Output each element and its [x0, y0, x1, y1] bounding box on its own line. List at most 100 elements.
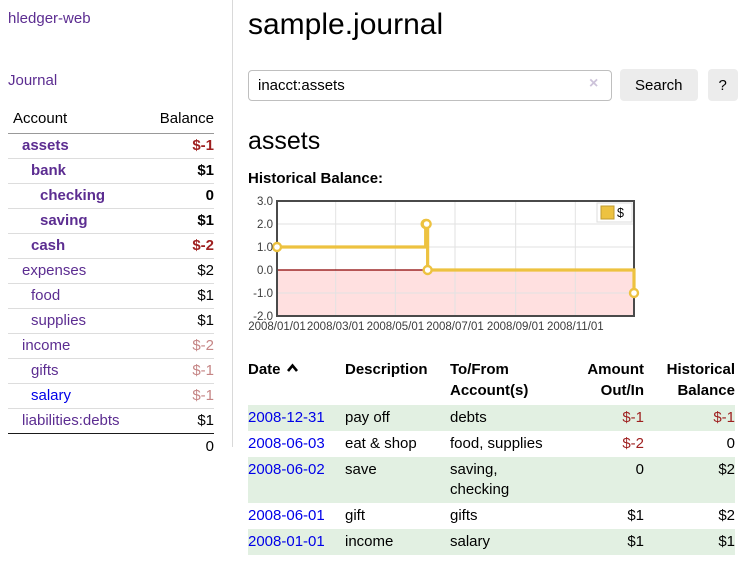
sidebar-account-balance: $1	[197, 162, 214, 179]
account-heading: assets	[248, 127, 321, 155]
transaction-date-cell: 2008-06-02	[248, 457, 345, 503]
account-column-header: Account	[13, 110, 68, 127]
sidebar-account-row: bank $1	[8, 159, 214, 184]
table-row: 2008-06-03 eat & shop food, supplies $-2 0	[248, 431, 735, 457]
sidebar-account-balance: $1	[197, 412, 214, 429]
x-axis-tick-label: 2008/01/01	[248, 321, 306, 333]
transaction-balance-cell: $2	[718, 507, 735, 524]
transaction-accounts-cell: saving, checking	[450, 461, 510, 498]
data-point-marker	[422, 264, 433, 276]
transaction-balance-cell: $-1	[713, 409, 735, 426]
x-axis-tick-label: 2008/07/01	[426, 321, 484, 333]
legend-swatch	[600, 205, 615, 220]
sidebar-account-row: gifts $-1	[8, 359, 214, 384]
transaction-description-cell: income	[345, 533, 394, 550]
sidebar-account-balance: $-1	[192, 137, 214, 154]
y-axis-tick-label: 1.0	[257, 242, 273, 254]
sidebar-account-link[interactable]: expenses	[22, 262, 87, 279]
balance-column-header: Balance	[159, 110, 214, 127]
search-button[interactable]: Search	[620, 69, 698, 101]
search-input[interactable]	[248, 69, 612, 101]
x-axis-tick-label: 2008/03/01	[307, 321, 365, 333]
transaction-amount-cell: $1	[627, 533, 644, 550]
sidebar-account-link[interactable]: bank	[31, 162, 67, 179]
sidebar-account-row: assets $-1	[8, 134, 214, 159]
sort-ascending-icon	[286, 363, 298, 372]
clear-search-icon[interactable]: ×	[589, 75, 599, 92]
sidebar-account-link[interactable]: salary	[31, 387, 72, 404]
transaction-date-cell: 2008-12-31	[248, 405, 345, 431]
transaction-accounts-cell: gifts	[450, 507, 478, 524]
transaction-accounts-cell: debts	[450, 409, 487, 426]
transaction-accounts-cell: salary	[450, 533, 491, 550]
transaction-date-cell: 2008-01-01	[248, 529, 345, 555]
sidebar-account-balance: $-2	[192, 337, 214, 354]
transaction-accounts-cell: food, supplies	[450, 435, 543, 452]
app-title-link[interactable]: hledger-web	[8, 10, 91, 27]
y-axis-tick-label: -1.0	[253, 288, 273, 300]
table-row: 2008-12-31 pay off debts $-1 $-1	[248, 405, 735, 431]
accounts-rows: assets $-1 bank $1 checking 0 saving $1 cash $-2 e…	[8, 134, 214, 434]
column-header-amount: Amount Out/In	[587, 361, 644, 399]
sidebar-account-link[interactable]: saving	[40, 212, 88, 229]
transaction-date-link[interactable]: 2008-06-02	[248, 461, 325, 478]
data-point-marker	[628, 287, 640, 299]
transaction-description-cell: pay off	[345, 409, 390, 426]
x-axis-tick-label: 2008/05/01	[367, 321, 425, 333]
accounts-total: 0	[205, 438, 214, 455]
sidebar-account-row: cash $-2	[8, 234, 214, 259]
transaction-date-cell: 2008-06-01	[248, 503, 345, 529]
sidebar-account-row: checking 0	[8, 184, 214, 209]
sidebar-account-link[interactable]: supplies	[31, 312, 87, 329]
table-row: 2008-01-01 income salary $1 $1	[248, 529, 735, 555]
transaction-amount-cell: 0	[635, 461, 644, 478]
sidebar-account-link[interactable]: checking	[40, 187, 106, 204]
y-axis-tick-label: 2.0	[257, 219, 273, 231]
legend-label: $	[617, 206, 624, 220]
date-header-label: Date	[248, 361, 281, 378]
sidebar-account-link[interactable]: gifts	[31, 362, 59, 379]
sidebar-account-row: salary $-1	[8, 384, 214, 409]
transaction-date-link[interactable]: 2008-06-03	[248, 435, 325, 452]
help-button[interactable]: ?	[707, 69, 738, 101]
x-axis-tick-label: 2008/09/01	[487, 321, 545, 333]
sidebar-account-link[interactable]: liabilities:debts	[22, 412, 120, 429]
transaction-amount-cell: $-1	[622, 409, 644, 426]
table-row: 2008-06-02 save saving, checking 0 $2	[248, 457, 735, 503]
transaction-amount-cell: $1	[627, 507, 644, 524]
register-table: Date Description To/From Account(s) Amou…	[248, 357, 735, 555]
column-header-description: Description	[345, 361, 428, 378]
sidebar-account-balance: $1	[197, 287, 214, 304]
sidebar-account-balance: 0	[205, 187, 214, 204]
search-form: × Search ?	[248, 69, 742, 101]
sidebar-account-balance: $1	[197, 312, 214, 329]
chart-title: Historical Balance:	[248, 170, 384, 187]
column-header-date[interactable]: Date	[248, 357, 345, 405]
transaction-description-cell: eat & shop	[345, 435, 417, 452]
column-header-accounts: To/From Account(s)	[450, 361, 529, 399]
page-title: sample.journal	[248, 8, 444, 41]
transaction-balance-cell: 0	[726, 435, 735, 452]
sidebar-account-link[interactable]: food	[31, 287, 61, 304]
transaction-date-link[interactable]: 2008-12-31	[248, 409, 325, 426]
x-axis-tick-label: 2008/11/01	[547, 321, 604, 333]
plot-border	[276, 200, 635, 317]
sidebar-account-link[interactable]: income	[22, 337, 71, 354]
sidebar-account-balance: $-1	[192, 387, 214, 404]
transaction-date-link[interactable]: 2008-06-01	[248, 507, 325, 524]
sidebar-account-balance: $-1	[192, 362, 214, 379]
sidebar-account-link[interactable]: cash	[31, 237, 66, 254]
sidebar-account-link[interactable]: assets	[22, 137, 69, 154]
transaction-date-link[interactable]: 2008-01-01	[248, 533, 325, 550]
sidebar-item-journal[interactable]: Journal	[8, 72, 58, 89]
transaction-date-cell: 2008-06-03	[248, 431, 345, 457]
sidebar-account-row: liabilities:debts $1	[8, 409, 214, 434]
sidebar: hledger-web Journal Account Balance asse…	[0, 0, 233, 455]
column-header-balance: Historical Balance	[666, 361, 735, 399]
transaction-amount-cell: $-2	[622, 435, 644, 452]
y-axis-tick-label: -2.0	[253, 311, 273, 323]
accounts-table: Account Balance assets $-1 bank $1 checking 0…	[8, 106, 214, 459]
sidebar-account-row: expenses $2	[8, 259, 214, 284]
